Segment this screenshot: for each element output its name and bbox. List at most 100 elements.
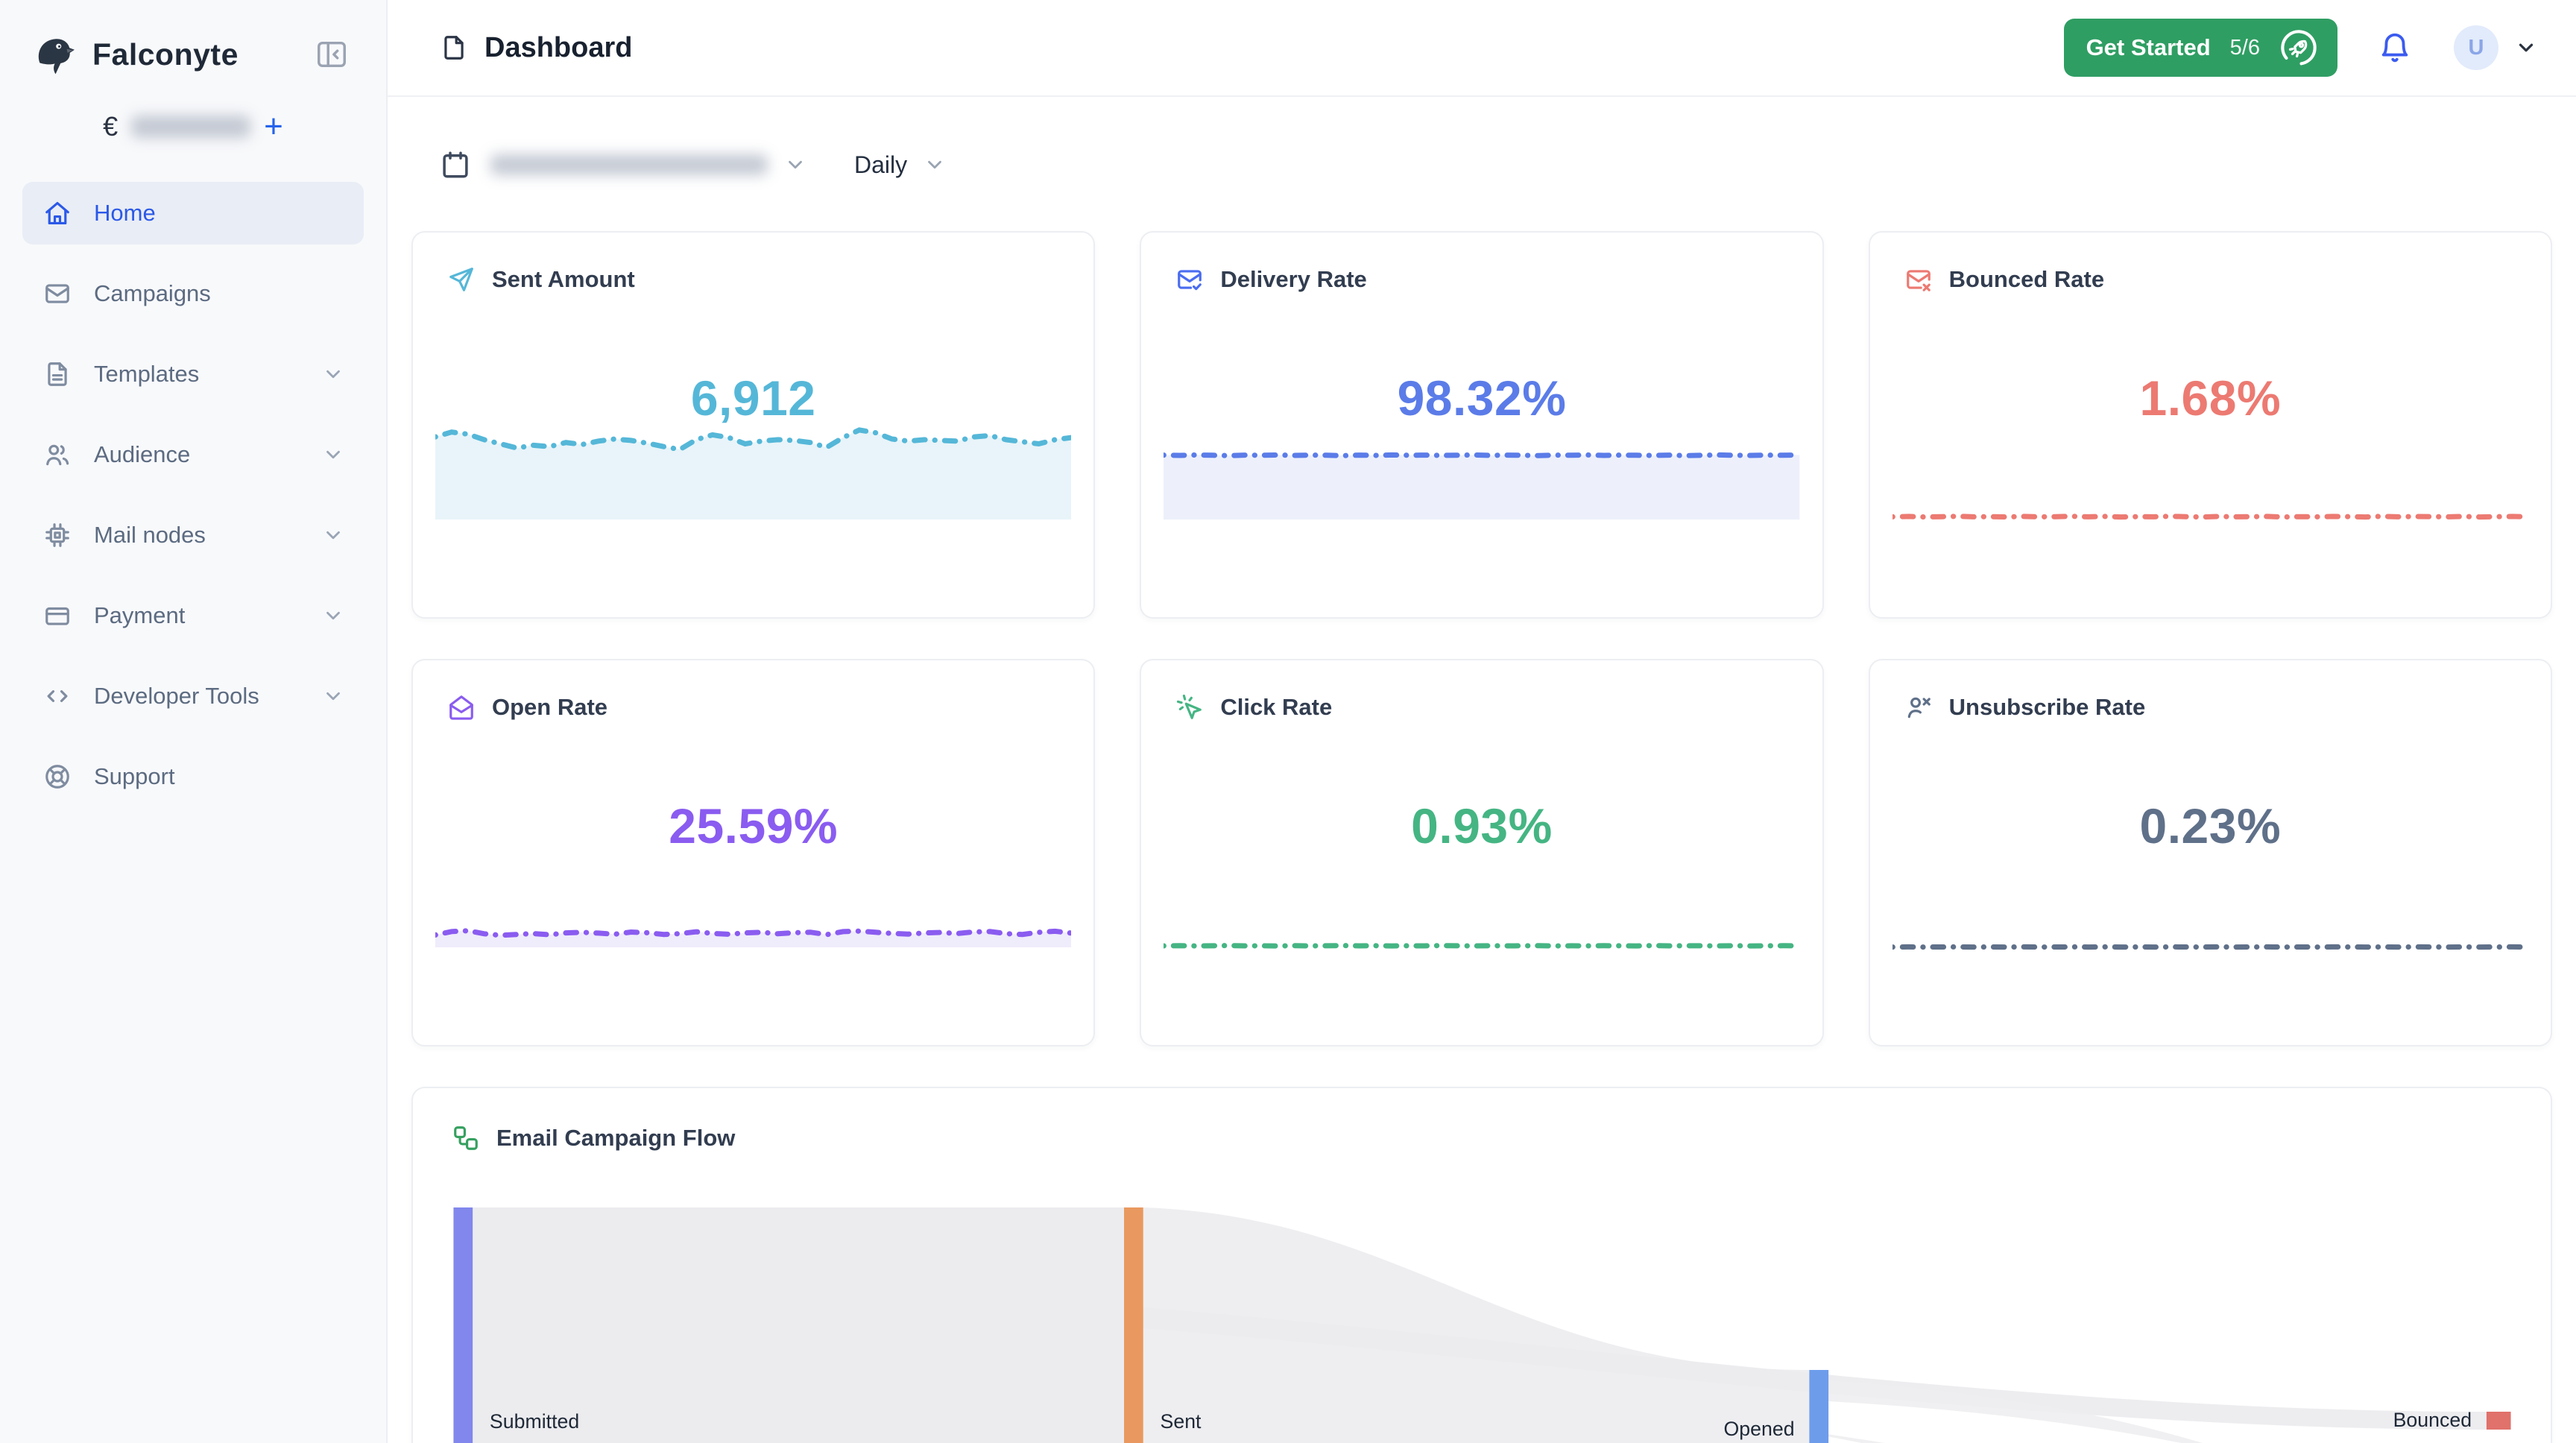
- chevron-down-icon: [924, 154, 946, 176]
- card-sent-amount: Sent Amount 6,912: [411, 231, 1096, 619]
- chevron-down-icon: [322, 363, 344, 385]
- falconyte-logo-icon: [33, 33, 76, 76]
- brand-name: Falconyte: [92, 37, 239, 72]
- home-icon: [43, 199, 72, 227]
- node-sent: [1124, 1207, 1143, 1443]
- sidebar-item-developer-tools[interactable]: Developer Tools: [22, 665, 364, 727]
- granularity-select[interactable]: Daily: [854, 151, 946, 179]
- node-submitted: [453, 1207, 473, 1443]
- sidebar-item-label: Support: [94, 763, 175, 789]
- sidebar-item-support[interactable]: Support: [22, 745, 364, 808]
- unsubscribe-rate-sparkline: [1892, 944, 2528, 950]
- sidebar: Falconyte € + Home Campaigns: [0, 0, 388, 1443]
- account-balance: € +: [0, 110, 386, 143]
- code-icon: [43, 682, 72, 710]
- open-rate-sparkline: [435, 928, 1072, 947]
- flow-submitted-to-sent: [473, 1207, 1125, 1443]
- cpu-icon: [43, 521, 72, 549]
- chevron-down-icon: [322, 604, 344, 627]
- card-title: Unsubscribe Rate: [1948, 694, 2146, 720]
- chevron-down-icon: [2515, 37, 2537, 59]
- bounced-rate-sparkline: [1892, 514, 2528, 520]
- panel-left-close-icon: [315, 37, 353, 72]
- topbar: Dashboard Get Started 5/6: [388, 0, 2576, 97]
- sidebar-item-label: Mail nodes: [94, 522, 206, 548]
- balance-amount-masked: [131, 116, 251, 138]
- user-menu[interactable]: U: [2454, 25, 2537, 70]
- file-icon: [43, 360, 72, 388]
- card-value: 0.93%: [1411, 798, 1553, 853]
- mail-open-icon: [447, 693, 476, 722]
- add-funds-button[interactable]: +: [264, 108, 283, 145]
- card-title: Delivery Rate: [1220, 266, 1367, 292]
- card-value: 25.59%: [669, 798, 839, 853]
- sidebar-item-templates[interactable]: Templates: [22, 343, 364, 405]
- lifebuoy-icon: [43, 762, 72, 791]
- node-bounced: [2486, 1412, 2511, 1430]
- node-label-sent: Sent: [1161, 1410, 1202, 1433]
- page-title: Dashboard: [484, 31, 633, 63]
- rocket-progress-icon: [2279, 28, 2318, 67]
- balance-currency: €: [103, 111, 119, 142]
- flow-title: Email Campaign Flow: [496, 1125, 736, 1151]
- sidebar-item-mail-nodes[interactable]: Mail nodes: [22, 504, 364, 566]
- page-icon: [440, 34, 468, 62]
- mail-icon: [43, 280, 72, 308]
- filter-row: Daily: [440, 149, 2576, 180]
- card-title: Bounced Rate: [1948, 266, 2105, 292]
- chevron-down-icon: [322, 443, 344, 466]
- sidebar-item-home[interactable]: Home: [22, 182, 364, 244]
- sidebar-nav: Home Campaigns Templates Audience: [0, 182, 386, 808]
- sidebar-collapse-button[interactable]: [315, 35, 353, 74]
- user-x-icon: [1904, 693, 1933, 722]
- sidebar-item-label: Payment: [94, 602, 186, 628]
- credit-card-icon: [43, 601, 72, 630]
- flow-sent-to-bounced: [1143, 1307, 2487, 1430]
- click-rate-sparkline: [1164, 943, 1800, 949]
- main-content: Dashboard Get Started 5/6: [388, 0, 2576, 1443]
- sent-amount-sparkline: [435, 427, 1072, 520]
- sidebar-item-label: Audience: [94, 441, 191, 467]
- breadcrumb: Dashboard: [440, 32, 632, 64]
- sidebar-item-label: Developer Tools: [94, 683, 259, 709]
- calendar-icon: [440, 149, 471, 180]
- campaign-flow-sankey: Submitted Sent Opened Bounced: [453, 1207, 2511, 1443]
- bell-icon: [2378, 31, 2414, 65]
- workflow-icon: [452, 1124, 480, 1152]
- card-bounced-rate: Bounced Rate 1.68%: [1868, 231, 2552, 619]
- avatar: U: [2454, 25, 2498, 70]
- node-opened: [1809, 1370, 1829, 1443]
- sidebar-item-audience[interactable]: Audience: [22, 423, 364, 486]
- node-label-submitted: Submitted: [490, 1410, 579, 1433]
- delivery-rate-sparkline: [1164, 452, 1800, 520]
- kpi-cards-grid: Sent Amount 6,912 Delivery Rate 98.32% B…: [411, 231, 2552, 1046]
- get-started-button[interactable]: Get Started 5/6: [2063, 19, 2337, 77]
- chevron-down-icon[interactable]: [784, 154, 806, 176]
- card-title: Click Rate: [1220, 694, 1333, 720]
- card-delivery-rate: Delivery Rate 98.32%: [1140, 231, 1824, 619]
- card-value: 6,912: [690, 370, 816, 426]
- card-open-rate: Open Rate 25.59%: [411, 659, 1096, 1046]
- flow-sent-to-offscreen: [1143, 1331, 1885, 1443]
- notifications-button[interactable]: [2378, 30, 2414, 66]
- card-value: 98.32%: [1397, 370, 1567, 426]
- sidebar-item-payment[interactable]: Payment: [22, 584, 364, 647]
- chevron-down-icon: [322, 685, 344, 707]
- get-started-label: Get Started: [2086, 34, 2211, 60]
- brand-row: Falconyte: [0, 0, 386, 76]
- granularity-value: Daily: [854, 151, 908, 178]
- card-title: Sent Amount: [492, 266, 635, 292]
- node-label-opened: Opened: [1724, 1418, 1795, 1440]
- sidebar-item-label: Campaigns: [94, 280, 211, 306]
- sidebar-item-label: Home: [94, 200, 156, 226]
- sidebar-item-campaigns[interactable]: Campaigns: [22, 262, 364, 325]
- pointer-click-icon: [1175, 693, 1204, 722]
- email-campaign-flow-card: Email Campaign Flow Submitted Sent Opene…: [411, 1087, 2552, 1443]
- card-unsubscribe-rate: Unsubscribe Rate 0.23%: [1868, 659, 2552, 1046]
- chevron-down-icon: [322, 524, 344, 546]
- card-click-rate: Click Rate 0.93%: [1140, 659, 1824, 1046]
- get-started-progress: 5/6: [2229, 35, 2260, 60]
- mail-check-icon: [1175, 265, 1204, 294]
- sidebar-item-label: Templates: [94, 361, 200, 387]
- date-range-masked[interactable]: [490, 154, 768, 175]
